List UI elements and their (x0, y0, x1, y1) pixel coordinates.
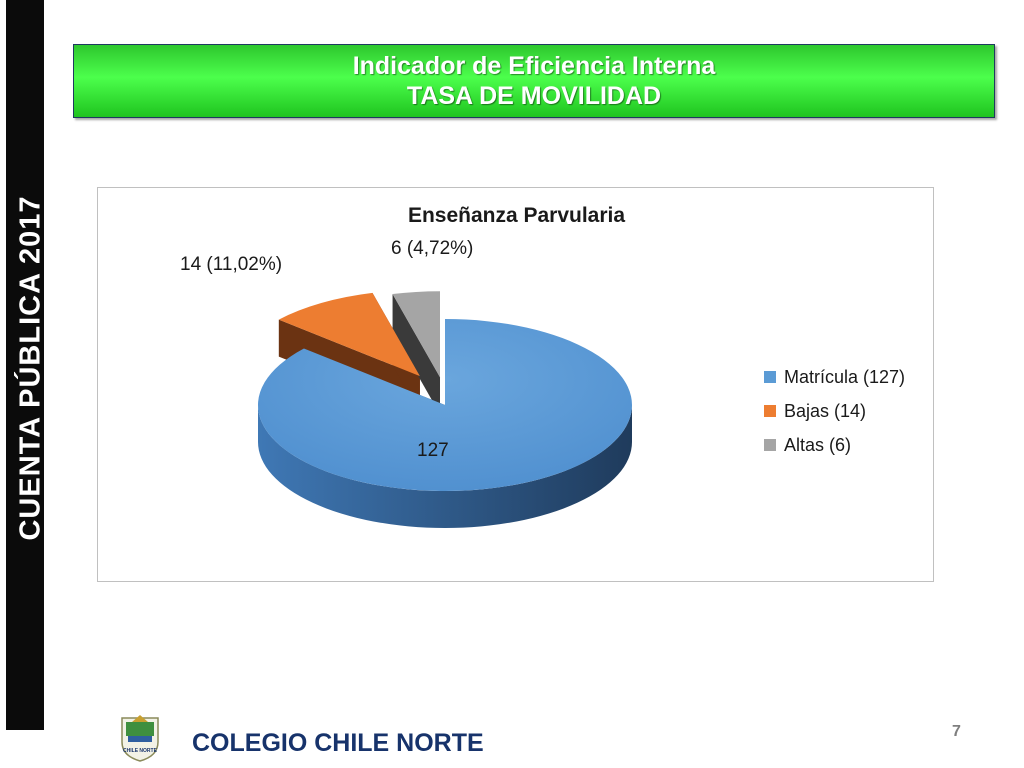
title-line-2: TASA DE MOVILIDAD (406, 82, 662, 110)
pie-slice-bajas (278, 292, 420, 377)
side-banner-text: CUENTA PÚBLICA 2017 (14, 195, 47, 541)
pie-side-altas (392, 294, 440, 415)
title-banner: Indicador de Eficiencia Interna TASA DE … (73, 44, 995, 118)
title-line-1: Indicador de Eficiencia Interna (352, 52, 716, 80)
chart-legend: Matrícula (127) Bajas (14) Altas (6) (764, 360, 905, 462)
data-label-matricula: 127 (417, 440, 449, 461)
legend-item-altas: Altas (6) (764, 428, 905, 462)
page-number: 7 (952, 723, 961, 740)
side-banner: CUENTA PÚBLICA 2017 (6, 0, 47, 730)
pie-chart (257, 291, 632, 528)
legend-item-bajas: Bajas (14) (764, 394, 905, 428)
chart-area: Enseñanza Parvularia 14 (11,02%) 6 (4,72… (97, 187, 934, 582)
legend-swatch-bajas (764, 405, 776, 417)
chart-title: Enseñanza Parvularia (407, 204, 626, 227)
logo-text: CHILE NORTE (123, 748, 158, 754)
legend-label-altas: Altas (6) (784, 434, 852, 455)
legend-label-bajas: Bajas (14) (784, 400, 867, 421)
data-label-bajas: 14 (11,02%) (180, 254, 283, 275)
footer-organization: COLEGIO CHILE NORTE (192, 729, 484, 757)
legend-label-matricula: Matrícula (127) (784, 366, 906, 387)
data-label-altas: 6 (4,72%) (391, 238, 474, 259)
pie-slice-altas (392, 291, 440, 378)
legend-item-matricula: Matrícula (127) (764, 360, 905, 394)
legend-swatch-altas (764, 439, 776, 451)
pie-slice-matricula (257, 319, 632, 491)
school-logo: CHILE NORTE (121, 715, 159, 762)
legend-swatch-matricula (764, 371, 776, 383)
